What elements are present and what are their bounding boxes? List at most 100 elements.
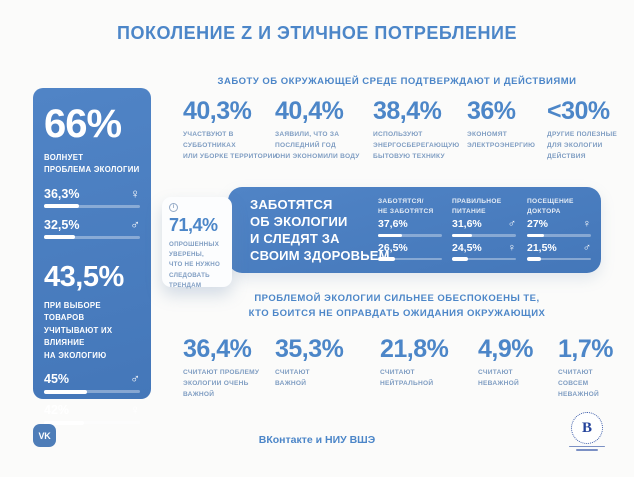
mini-stat-row: 37,6% [378,218,442,237]
male-icon: ♂ [507,218,516,230]
male-percent: 45% [44,372,70,387]
stat-label: СЧИТАЮТ НЕВАЖНОЙ [478,369,519,387]
female-icon: ♀ [507,241,516,254]
bar-fill [527,233,545,237]
stat-value: 40,3% [183,97,252,125]
info-icon: i [169,203,178,212]
stat-column: 35,3% СЧИТАЮТ ВАЖНОЙ [275,337,370,390]
eco-concern-female-row: 36,3% ♀ [44,185,140,209]
female-percent: 42% [44,403,70,418]
progress-bar [527,233,591,237]
nutrition-column: ПРАВИЛЬНОЕ ПИТАНИЕ 31,6% ♂ 24,5% ♀ [452,197,516,261]
actions-stats-row: 40,3% УЧАСТВУЮТ В СУББОТНИКАХ ИЛИ УБОРКЕ… [160,99,634,165]
bar-fill [44,204,79,209]
health-box-title: ЗАБОТЯТСЯ ОБ ЭКОЛОГИИ И СЛЕДЯТ ЗА СВОИМ … [250,197,390,263]
stat-value: 31,6% [452,218,482,230]
stat-value: 21,8% [380,335,449,363]
hse-caption-line [576,449,598,451]
hse-logo: В [568,412,606,451]
importance-stats-row: 36,4% СЧИТАЮТ ПРОБЛЕМУ ЭКОЛОГИИ ОЧЕНЬ ВА… [160,337,634,403]
stat-column: 40,3% УЧАСТВУЮТ В СУББОТНИКАХ ИЛИ УБОРКЕ… [183,99,278,163]
stat-value: 36,4% [183,335,252,363]
mini-stat-row: 27% ♀ [527,218,591,237]
eco-stats-panel: 66% ВОЛНУЕТ ПРОБЛЕМА ЭКОЛОГИИ 36,3% ♀ 32… [33,88,151,425]
trend-value: 71,4% [169,215,218,235]
female-icon: ♀ [130,185,140,201]
progress-bar [378,233,442,237]
male-icon: ♂ [130,371,140,387]
actions-section-heading: ЗАБОТУ ОБ ОКРУЖАЮЩЕЙ СРЕДЕ ПОДТВЕРЖДАЮТ … [217,76,577,87]
progress-bar [44,420,140,425]
stat-label: ИСПОЛЬЗУЮТ ЭНЕРГОСБЕРЕГАЮЩУЮ БЫТОВУЮ ТЕХ… [373,131,460,160]
hse-caption-line [569,446,605,448]
mini-stat-row: 26,5% [378,242,442,261]
stat-value: 21,5% [527,241,557,254]
trend-label: ОПРОШЕННЫХ УВЕРЕНЫ, ЧТО НЕ НУЖНО СЛЕДОВА… [169,241,221,289]
stat-column: 36,4% СЧИТАЮТ ПРОБЛЕМУ ЭКОЛОГИИ ОЧЕНЬ ВА… [183,337,278,401]
importance-section-heading: ПРОБЛЕМОЙ ЭКОЛОГИИ СИЛЬНЕЕ ОБЕСПОКОЕНЫ Т… [248,293,546,320]
progress-bar [44,204,140,209]
stat-label: СЧИТАЮТ ПРОБЛЕМУ ЭКОЛОГИИ ОЧЕНЬ ВАЖНОЙ [183,369,260,398]
mini-stat-row: 31,6% ♂ [452,218,516,237]
hse-emblem-letter: В [581,419,592,436]
bar-fill [378,257,395,261]
stat-value: 37,6% [378,218,408,230]
progress-bar [527,257,591,261]
stat-label: ДРУГИЕ ПОЛЕЗНЫЕ ДЛЯ ЭКОЛОГИИ ДЕЙСТВИЯ [547,131,618,160]
column-header: ЗАБОТЯТСЯ/ НЕ ЗАБОТЯТСЯ [378,198,434,215]
credit-text: ВКонтакте и НИУ ВШЭ [258,434,376,446]
stat-value: 27% [527,218,549,230]
male-icon: ♂ [130,216,140,232]
stat-value: 38,4% [373,97,442,125]
stat-value: 26,5% [378,241,408,254]
bar-fill [452,257,468,261]
vk-logo: VK [33,424,56,447]
male-percent: 32,5% [44,217,80,232]
progress-bar [44,389,140,394]
bar-fill [44,235,76,240]
page-title: ПОКОЛЕНИЕ Z И ЭТИЧНОЕ ПОТРЕБЛЕНИЕ [117,23,517,43]
bar-fill [44,389,88,394]
stat-column: <30% ДРУГИЕ ПОЛЕЗНЫЕ ДЛЯ ЭКОЛОГИИ ДЕЙСТВ… [547,99,634,163]
product-choice-female-row: 42% ♀ [44,402,140,425]
bar-fill [44,420,85,425]
bar-fill [378,233,403,237]
female-icon: ♀ [582,218,591,230]
care-column: ЗАБОТЯТСЯ/ НЕ ЗАБОТЯТСЯ 37,6% 26,5% [378,197,442,261]
stat-label: ЭКОНОМЯТ ЭЛЕКТРОЭНЕРГИЮ [467,131,536,149]
eco-concern-value: 66% [44,102,122,146]
stat-column: 21,8% СЧИТАЮТ НЕЙТРАЛЬНОЙ [380,337,475,390]
eco-concern-male-row: 32,5% ♂ [44,216,140,240]
stat-column: 1,7% СЧИТАЮТ СОВСЕМ НЕВАЖНОЙ [558,337,634,401]
progress-bar [378,257,442,261]
stat-value: 35,3% [275,335,344,363]
bar-fill [527,257,541,261]
stat-label: СЧИТАЮТ ВАЖНОЙ [275,369,310,387]
mini-stat-row: 24,5% ♀ [452,242,516,261]
bar-fill [452,233,473,237]
eco-concern-label: ВОЛНУЕТ ПРОБЛЕМА ЭКОЛОГИИ [44,153,140,175]
stat-value: <30% [547,97,610,125]
progress-bar [44,235,140,240]
stat-value: 4,9% [478,335,533,363]
trend-card: i 71,4% ОПРОШЕННЫХ УВЕРЕНЫ, ЧТО НЕ НУЖНО… [162,197,232,289]
mini-stat-row: 21,5% ♂ [527,242,591,261]
stat-label: СЧИТАЮТ СОВСЕМ НЕВАЖНОЙ [558,369,599,398]
female-icon: ♀ [130,402,140,418]
stat-label: ЗАЯВИЛИ, ЧТО ЗА ПОСЛЕДНИЙ ГОД ОНИ ЭКОНОМ… [275,131,360,160]
stat-value: 24,5% [452,241,482,254]
stat-column: 36% ЭКОНОМЯТ ЭЛЕКТРОЭНЕРГИЮ [467,99,562,152]
female-percent: 36,3% [44,186,80,201]
stat-column: 4,9% СЧИТАЮТ НЕВАЖНОЙ [478,337,573,390]
column-header: ПОСЕЩЕНИЕ ДОКТОРА [527,198,574,215]
stat-column: 40,4% ЗАЯВИЛИ, ЧТО ЗА ПОСЛЕДНИЙ ГОД ОНИ … [275,99,370,163]
male-icon: ♂ [582,241,591,254]
product-choice-label: ПРИ ВЫБОРЕ ТОВАРОВ УЧИТЫВАЮТ ИХ ВЛИЯНИЕ … [44,300,113,360]
stat-value: 36% [467,97,516,125]
doctor-column: ПОСЕЩЕНИЕ ДОКТОРА 27% ♀ 21,5% ♂ [527,197,591,261]
column-header: ПРАВИЛЬНОЕ ПИТАНИЕ [452,198,502,215]
product-choice-male-row: 45% ♂ [44,371,140,394]
stat-value: 1,7% [558,335,613,363]
stat-column: 38,4% ИСПОЛЬЗУЮТ ЭНЕРГОСБЕРЕГАЮЩУЮ БЫТОВ… [373,99,468,163]
hse-emblem-circle: В [571,412,603,444]
